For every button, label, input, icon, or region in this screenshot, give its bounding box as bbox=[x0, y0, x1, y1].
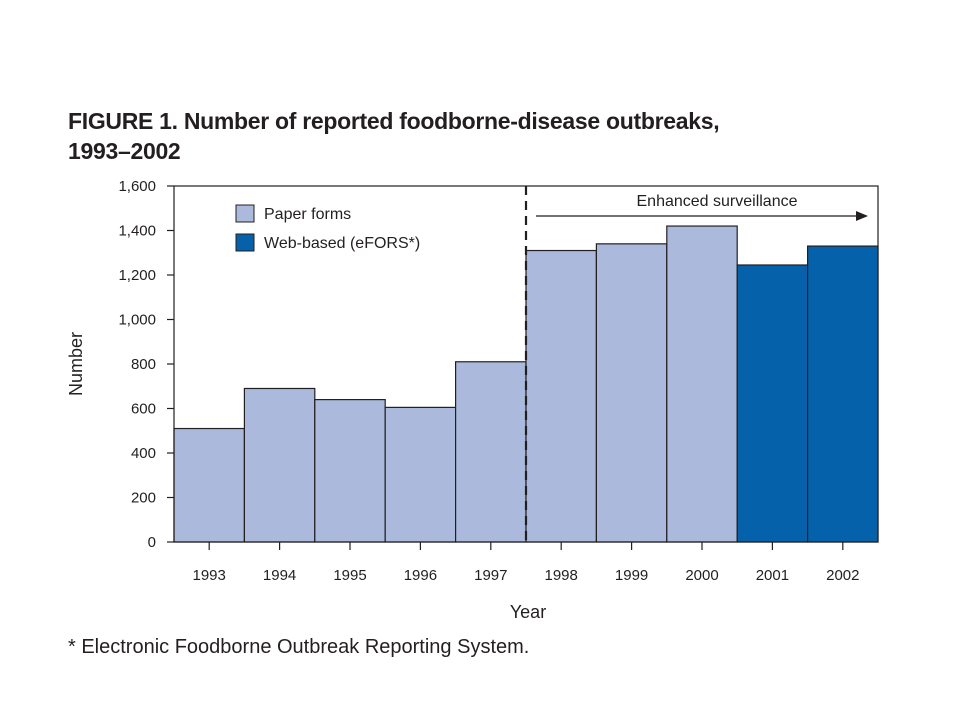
y-tick-label: 200 bbox=[131, 490, 156, 507]
x-tick-label: 1993 bbox=[193, 567, 226, 584]
y-tick-label: 1,400 bbox=[118, 223, 156, 240]
enhanced-surveillance-arrowhead bbox=[856, 211, 868, 221]
legend: Paper forms Web-based (eFORS*) bbox=[235, 204, 420, 252]
bar-2002 bbox=[806, 245, 879, 543]
chart-title-line-1: FIGURE 1. Number of reported foodborne-d… bbox=[68, 108, 720, 134]
y-tick-label: 800 bbox=[131, 356, 156, 373]
x-tick-label: 1999 bbox=[615, 567, 648, 584]
bar-1995 bbox=[314, 399, 386, 543]
x-tick-label: 2000 bbox=[685, 567, 718, 584]
enhanced-surveillance-label: Enhanced surveillance bbox=[637, 193, 798, 210]
bar-1999 bbox=[595, 243, 668, 543]
bar-2001 bbox=[736, 264, 809, 543]
legend-label-paper: Paper forms bbox=[264, 206, 351, 223]
x-tick-label: 1995 bbox=[333, 567, 366, 584]
legend-swatch-paper bbox=[235, 204, 255, 223]
y-tick-label: 0 bbox=[148, 534, 156, 551]
y-tick-label: 1,200 bbox=[118, 267, 156, 284]
bar-2000 bbox=[666, 225, 738, 543]
x-tick-label: 1997 bbox=[474, 567, 507, 584]
y-tick-label: 1,000 bbox=[118, 312, 156, 329]
x-tick-label: 2001 bbox=[756, 567, 789, 584]
y-axis-label: Number bbox=[66, 332, 86, 396]
x-tick-label: 1996 bbox=[404, 567, 437, 584]
x-axis-label: Year bbox=[510, 602, 546, 622]
bar-1997 bbox=[455, 361, 527, 543]
bar-1993 bbox=[173, 427, 246, 543]
y-tick-label: 400 bbox=[131, 445, 156, 462]
bar-1998 bbox=[525, 249, 598, 543]
chart-title: FIGURE 1. Number of reported foodborne-d… bbox=[68, 106, 928, 166]
x-tick-label: 2002 bbox=[826, 567, 859, 584]
x-tick-label: 1998 bbox=[545, 567, 578, 584]
bars-group bbox=[173, 225, 879, 543]
x-axis: 1993 1994 1995 1996 1997 1998 1999 2000 2001 2002 bbox=[193, 542, 859, 584]
y-tick-label: 1,600 bbox=[118, 178, 156, 195]
x-tick-label: 1994 bbox=[263, 567, 296, 584]
legend-label-web: Web-based (eFORS*) bbox=[264, 235, 420, 252]
chart-title-line-2: 1993–2002 bbox=[68, 138, 181, 164]
y-axis: 0 200 400 600 800 1,000 1,200 1,400 1,600 bbox=[118, 178, 174, 551]
bar-1994 bbox=[243, 387, 316, 543]
y-tick-label: 600 bbox=[131, 401, 156, 418]
footnote: * Electronic Foodborne Outbreak Reportin… bbox=[68, 636, 530, 658]
bar-1996 bbox=[384, 406, 457, 543]
legend-swatch-web bbox=[235, 233, 255, 252]
